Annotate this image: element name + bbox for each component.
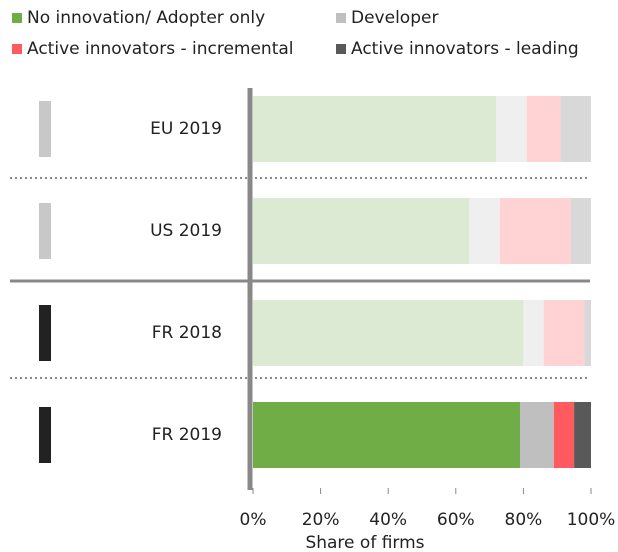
bar-segment (496, 96, 527, 162)
bar-segment (520, 402, 554, 468)
legend-swatch (336, 13, 346, 23)
bar-segment (253, 198, 470, 264)
legend-label: Developer (351, 8, 438, 28)
legend-swatch (12, 13, 22, 23)
bar-segment (499, 198, 571, 264)
group-marker (39, 407, 51, 463)
x-tick-label: 40% (369, 510, 407, 530)
y-tick-label: FR 2018 (152, 323, 222, 343)
y-tick-label: US 2019 (150, 221, 222, 241)
bar-segment (253, 96, 497, 162)
x-axis-label: Share of firms (305, 533, 424, 552)
bar-segment (584, 300, 591, 366)
y-tick-label: EU 2019 (150, 119, 222, 139)
x-tick-label: 80% (505, 510, 543, 530)
x-tick-label: 0% (240, 510, 267, 530)
x-tick-label: 20% (302, 510, 340, 530)
bar-segment (574, 402, 591, 468)
bar-segment (253, 402, 521, 468)
group-marker (39, 203, 51, 259)
legend-swatch (12, 44, 22, 54)
x-tick-label: 60% (437, 510, 475, 530)
bar-segment (553, 402, 575, 468)
legend-label: Active innovators - incremental (27, 39, 294, 59)
legend-swatch (336, 44, 346, 54)
bar-segment (469, 198, 500, 264)
x-tick-label: 100% (567, 510, 616, 530)
legend-label: No innovation/ Adopter only (27, 8, 265, 28)
legend-label: Active innovators - leading (351, 39, 579, 59)
group-marker (39, 305, 51, 361)
bar-segment (543, 300, 585, 366)
y-tick-label: FR 2019 (152, 425, 222, 445)
bar-segment (526, 96, 561, 162)
bar-segment (523, 300, 544, 366)
bar-segment (570, 198, 591, 264)
bar-segment (560, 96, 591, 162)
group-marker (39, 101, 51, 157)
bar-segment (253, 300, 524, 366)
